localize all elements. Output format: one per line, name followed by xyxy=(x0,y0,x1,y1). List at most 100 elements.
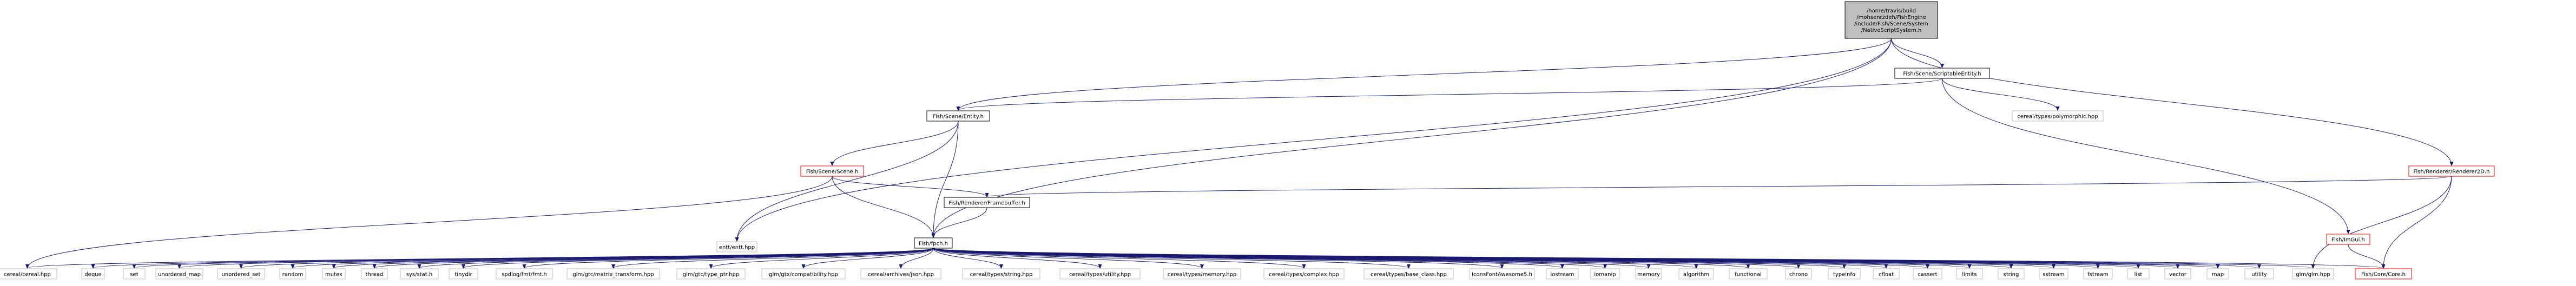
edge-line xyxy=(2348,244,2383,268)
node-l_set: set xyxy=(123,268,146,280)
node-l_uset: unordered_set xyxy=(217,268,265,280)
edge-line xyxy=(933,248,2383,268)
node-label: tinydir xyxy=(454,272,472,278)
node-box xyxy=(1678,268,1714,280)
edge-line xyxy=(933,248,1202,268)
edges-layer xyxy=(28,38,2452,268)
node-box xyxy=(1873,268,1900,280)
edge-fishpch-to-l_umap xyxy=(180,248,934,268)
edge-line xyxy=(803,248,934,268)
edge-fishpch-to-l_thread xyxy=(374,248,934,268)
node-box xyxy=(2355,268,2412,280)
node-label: Fish/Core/Core.h xyxy=(2361,272,2406,278)
edge-fishpch-to-l_ctstring xyxy=(933,248,1002,268)
node-label: chrono xyxy=(1789,272,1808,278)
node-box xyxy=(155,268,203,280)
node-box xyxy=(1635,268,1662,280)
node-label: glm/gtx/compatibility.hpp xyxy=(769,272,838,278)
edge-line xyxy=(958,38,1892,110)
edge-line xyxy=(334,248,934,268)
node-label: fstream xyxy=(2087,272,2109,278)
node-label: cereal/types/string.hpp xyxy=(970,272,1033,278)
node-label: Fish/fpch.h xyxy=(919,241,948,247)
node-label: iomanip xyxy=(1594,272,1616,278)
edge-fishpch-to-l_ctbase xyxy=(933,248,1409,268)
node-box xyxy=(800,165,864,177)
edge-fishpch-to-l_glm_comp xyxy=(803,248,934,268)
node-l_glm: glm/glm.hpp xyxy=(2292,268,2334,280)
node-label: Fish/ImGui.h xyxy=(2331,237,2365,243)
node-box xyxy=(2083,268,2113,280)
node-imgui[interactable]: Fish/ImGui.h xyxy=(2326,234,2370,245)
edge-fishpch-to-l_core xyxy=(933,248,2383,268)
edge-line xyxy=(901,248,934,268)
node-label: /home/travis/build xyxy=(1867,8,1916,14)
edge-entity-to-fishpch xyxy=(933,121,959,237)
node-box xyxy=(1163,268,1241,280)
node-label: /include/Fish/Scene/System xyxy=(1854,21,1928,27)
node-label: random xyxy=(282,272,304,278)
node-box xyxy=(1956,268,1983,280)
node-root[interactable]: /home/travis/build/mohsenrzdeh/FishEngin… xyxy=(1844,1,1938,39)
node-label: entt/entt.hpp xyxy=(719,245,755,251)
node-renderer2d[interactable]: Fish/Renderer/Renderer2D.h xyxy=(2408,165,2495,177)
edge-line xyxy=(933,38,1892,237)
node-entity[interactable]: Fish/Scene/Entity.h xyxy=(926,110,990,122)
edge-line xyxy=(1891,38,1942,68)
edge-scene-to-l_cereal xyxy=(28,176,833,268)
edge-fishpch-to-l_deque xyxy=(93,248,934,268)
node-box xyxy=(2039,268,2068,280)
node-l_vector: vector xyxy=(2164,268,2191,280)
edge-renderer2d-to-l_core xyxy=(2383,176,2452,268)
node-l_string: string xyxy=(1998,268,2025,280)
edge-fishpch-to-l_json xyxy=(901,248,934,268)
node-l_algorithm: algorithm xyxy=(1678,268,1714,280)
node-label: utility xyxy=(2251,272,2267,278)
node-l_glm_comp: glm/gtx/compatibility.hpp xyxy=(761,268,846,280)
edge-fishpch-to-l_ctmemory xyxy=(933,248,1202,268)
node-label: cereal/cereal.hpp xyxy=(4,272,51,278)
node-box xyxy=(2326,234,2370,245)
edge-fishpch-to-l_random xyxy=(293,248,934,268)
node-label: glm/gtc/type_ptr.hpp xyxy=(683,272,739,278)
edge-fishpch-to-l_glm_mt xyxy=(614,248,934,268)
node-l_core[interactable]: Fish/Core/Core.h xyxy=(2355,268,2412,280)
node-label: spdlog/fmt/fmt.h xyxy=(502,272,547,278)
edge-imgui-to-l_core xyxy=(2348,244,2383,268)
edge-line xyxy=(374,248,934,268)
edge-line xyxy=(464,248,934,268)
node-l_cassert: cassert xyxy=(1913,268,1942,280)
node-label: Fish/Renderer/Renderer2D.h xyxy=(2414,169,2490,175)
edge-root-to-fishpch xyxy=(933,38,1892,237)
edge-line xyxy=(987,176,2452,197)
node-framebuffer[interactable]: Fish/Renderer/Framebuffer.h xyxy=(944,197,1030,208)
node-l_deque: deque xyxy=(81,268,105,280)
node-label: vector xyxy=(2169,272,2187,278)
node-l_map: map xyxy=(2206,268,2229,280)
edge-line xyxy=(180,248,934,268)
edge-fishpch-to-l_spdlog xyxy=(524,248,934,268)
edge-line xyxy=(832,121,959,165)
node-label: cereal/archives/json.hpp xyxy=(868,272,934,278)
node-box xyxy=(81,268,105,280)
node-fishpch[interactable]: Fish/fpch.h xyxy=(914,237,953,249)
edge-line xyxy=(933,248,1100,268)
node-l_random: random xyxy=(279,268,306,280)
edge-line xyxy=(832,176,987,197)
node-box xyxy=(1894,68,1990,79)
node-l_glm_mt: glm/gtc/matrix_transform.hpp xyxy=(566,268,660,280)
node-l_memory: memory xyxy=(1635,268,1662,280)
node-scene[interactable]: Fish/Scene/Scene.h xyxy=(800,165,864,177)
node-label: iostream xyxy=(1551,272,1574,278)
edge-scene-to-framebuffer xyxy=(832,176,987,197)
node-label: Fish/Renderer/Framebuffer.h xyxy=(948,201,1025,207)
node-label: deque xyxy=(84,272,101,278)
node-label: /NativeScriptSystem.h xyxy=(1861,28,1922,34)
node-label: string xyxy=(2004,272,2019,278)
node-box xyxy=(1263,268,1345,280)
node-l_spdlog: spdlog/fmt/fmt.h xyxy=(496,268,553,280)
edge-line xyxy=(524,248,934,268)
node-scriptable[interactable]: Fish/Scene/ScriptableEntity.h xyxy=(1894,68,1990,79)
node-label: unordered_map xyxy=(158,272,201,278)
edge-line xyxy=(737,38,1892,241)
